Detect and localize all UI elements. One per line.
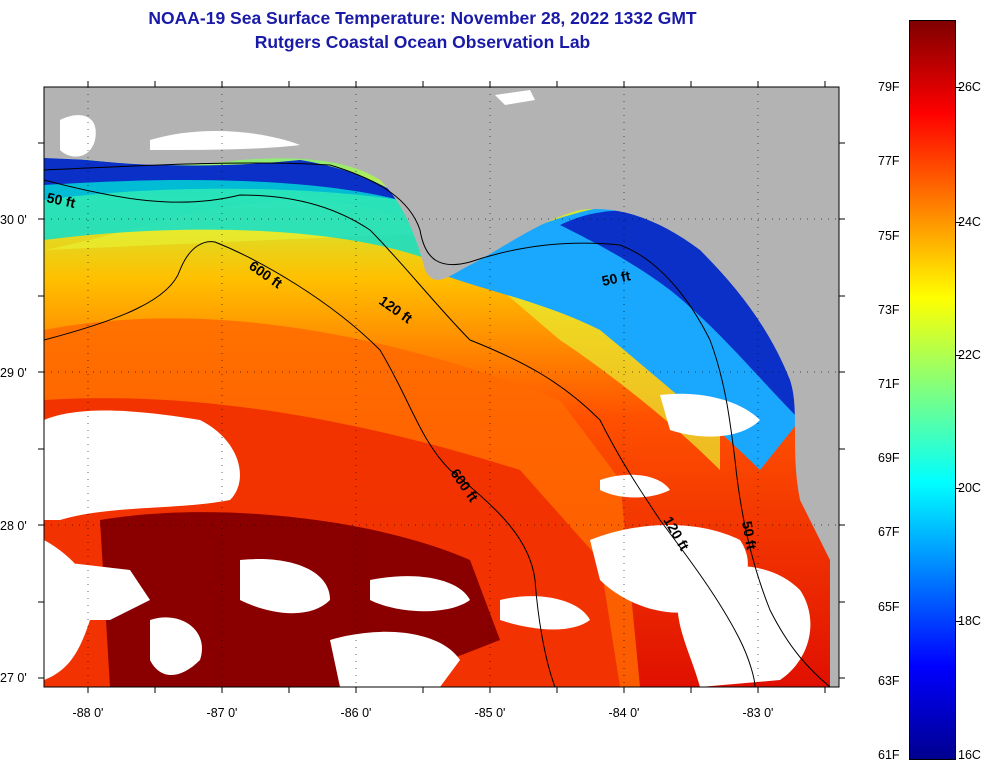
- map-subtitle: Rutgers Coastal Ocean Observation Lab: [254, 32, 591, 52]
- lon-label: -84 0': [609, 706, 640, 720]
- colorbar-f-label: 69F: [878, 451, 900, 465]
- mobile-bay: [60, 115, 96, 157]
- colorbar-c-label: 18C: [958, 614, 981, 628]
- colorbar-f-label: 63F: [878, 674, 900, 688]
- lon-label: -83 0': [743, 706, 774, 720]
- cloud-cover: [44, 393, 811, 687]
- lon-label: -85 0': [475, 706, 506, 720]
- colorbar-c-label: 24C: [958, 215, 981, 229]
- lon-label: -87 0': [207, 706, 238, 720]
- map-area: 50 ft 600 ft 120 ft 50 ft 600 ft 120 ft …: [44, 87, 839, 687]
- colorbar-f-label: 61F: [878, 748, 900, 762]
- colorbar-c-label: 16C: [958, 748, 981, 762]
- axis-ticks: [38, 81, 845, 693]
- inland-lake: [495, 90, 535, 105]
- lat-label: 29 0': [0, 366, 27, 380]
- colorbar-f-label: 75F: [878, 229, 900, 243]
- land-mass: [44, 87, 839, 687]
- colorbar-f-label: 73F: [878, 303, 900, 317]
- colorbar-f-label: 67F: [878, 525, 900, 539]
- lon-label: -86 0': [341, 706, 372, 720]
- colorbar-c-label: 22C: [958, 348, 981, 362]
- colorbar-f-label: 71F: [878, 377, 900, 391]
- lat-label: 30 0': [0, 213, 27, 227]
- contour-label: 50 ft: [739, 520, 760, 551]
- map-frame: [43, 86, 840, 688]
- colorbar-f-label: 65F: [878, 600, 900, 614]
- map-title: NOAA-19 Sea Surface Temperature: Novembe…: [148, 8, 697, 28]
- lon-label: -88 0': [73, 706, 104, 720]
- bay-whitespace: [150, 130, 300, 150]
- colorbar-c-label: 20C: [958, 481, 981, 495]
- colorbar-c-label: 26C: [958, 80, 981, 94]
- lat-label: 27 0': [0, 671, 27, 685]
- contour-label: 50 ft: [45, 189, 77, 211]
- lat-label: 28 0': [0, 519, 27, 533]
- temperature-colorbar: [909, 20, 956, 760]
- coldest-coastal-water: [560, 210, 800, 420]
- bathymetry-contours: [44, 162, 831, 687]
- colorbar-f-label: 79F: [878, 80, 900, 94]
- colorbar-f-label: 77F: [878, 154, 900, 168]
